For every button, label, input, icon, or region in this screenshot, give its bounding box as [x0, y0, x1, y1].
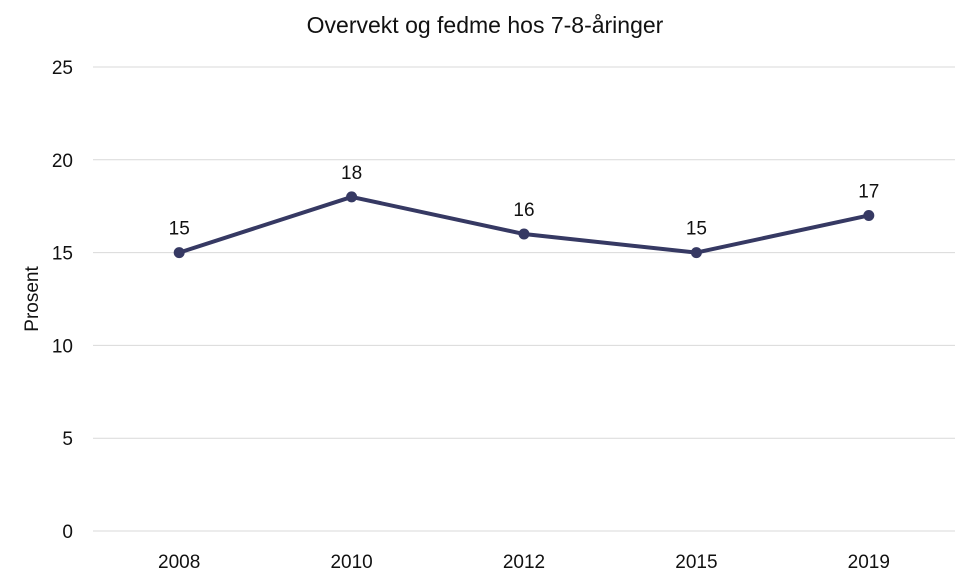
data-label: 17 — [858, 181, 879, 202]
x-tick-label: 2019 — [848, 552, 890, 573]
data-point-2015 — [690, 247, 702, 259]
y-tick-label: 0 — [62, 522, 73, 543]
data-point-2010 — [346, 191, 358, 203]
data-point-2008 — [173, 247, 185, 259]
y-tick-label: 10 — [52, 336, 73, 357]
y-tick-label: 20 — [52, 151, 73, 172]
y-tick-label: 5 — [62, 429, 73, 450]
axis-titles: Prosent — [22, 266, 43, 332]
y-tick-label: 25 — [52, 58, 73, 79]
data-label: 15 — [169, 219, 190, 240]
chart-title: Overvekt og fedme hos 7-8-åringer — [306, 12, 664, 38]
data-labels: 15 18 16 15 17 — [169, 163, 880, 240]
y-axis-tick-labels: 0 5 10 15 20 25 — [52, 58, 73, 543]
x-tick-label: 2010 — [330, 552, 372, 573]
y-axis-title: Prosent — [22, 266, 43, 332]
y-tick-label: 15 — [52, 244, 73, 265]
x-tick-label: 2008 — [158, 552, 200, 573]
x-tick-label: 2012 — [503, 552, 545, 573]
data-label: 18 — [341, 163, 362, 184]
data-point-2012 — [518, 228, 530, 240]
data-points — [173, 191, 875, 259]
data-label: 16 — [513, 200, 534, 221]
data-point-2019 — [863, 209, 875, 221]
gridlines — [93, 66, 955, 532]
x-axis-tick-labels: 2008 2010 2012 2015 2019 — [158, 552, 890, 573]
data-label: 15 — [686, 219, 707, 240]
x-tick-label: 2015 — [675, 552, 717, 573]
